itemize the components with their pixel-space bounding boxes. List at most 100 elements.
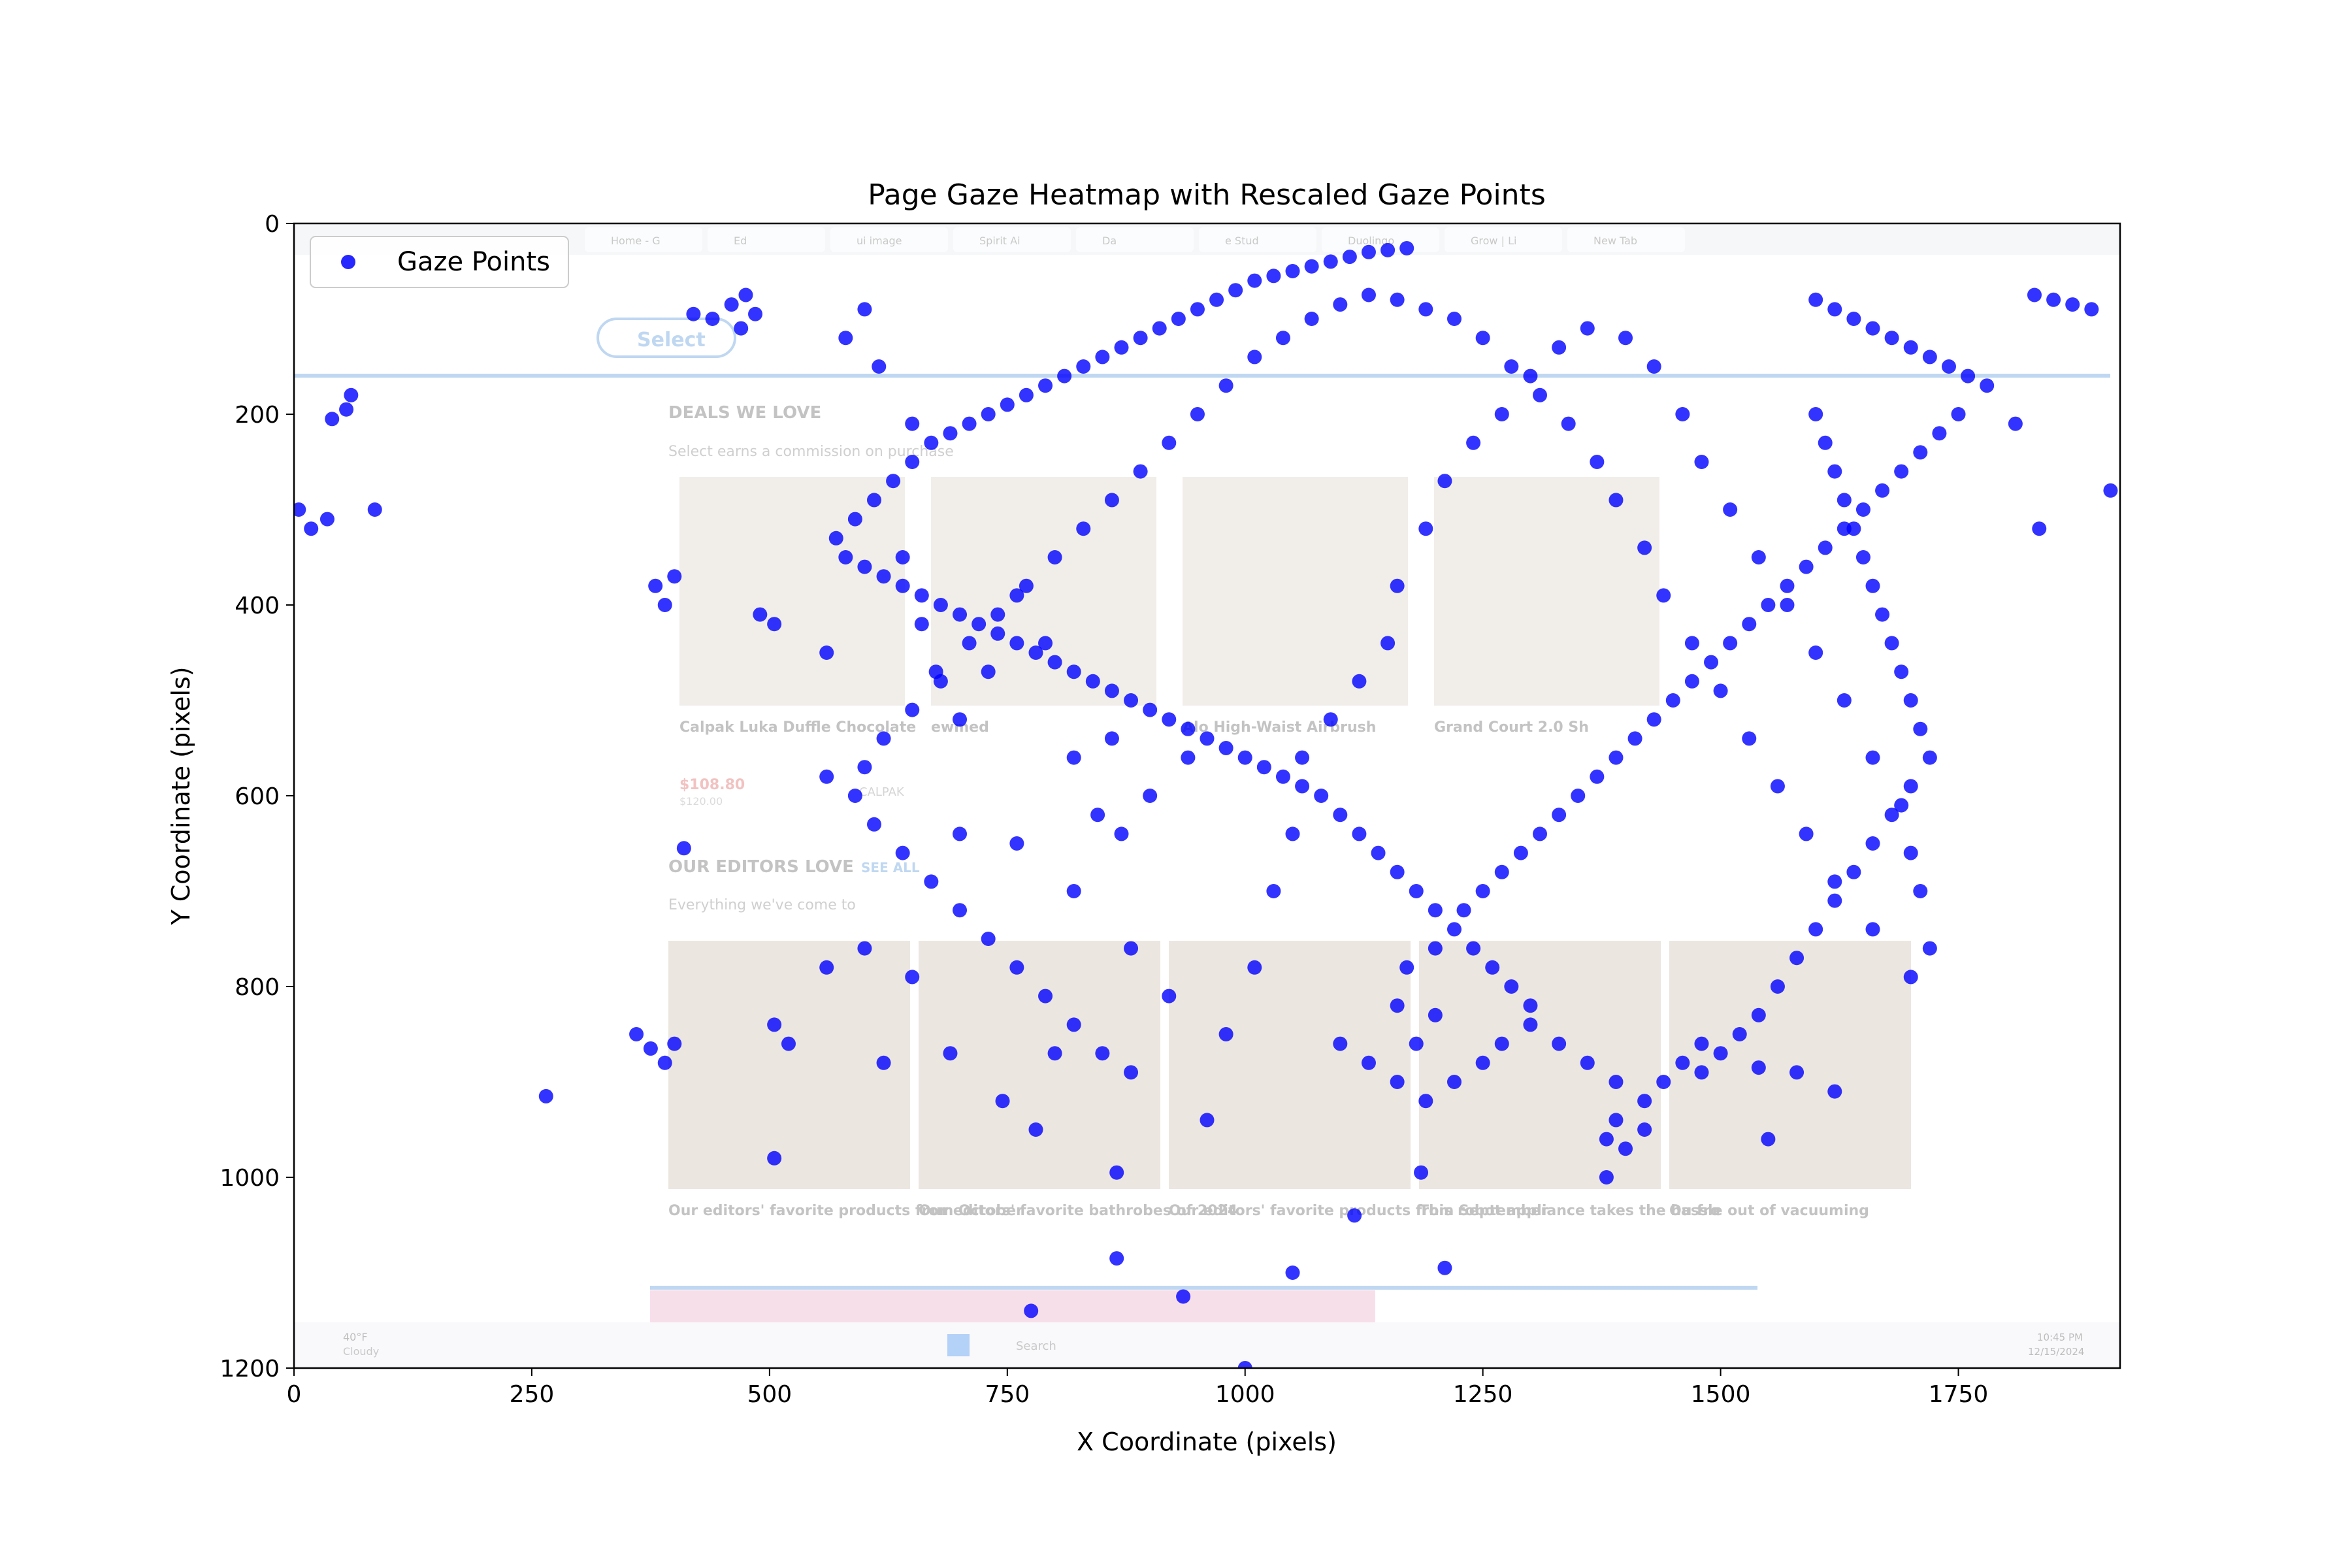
gaze-point	[1884, 331, 1899, 346]
gaze-point	[1314, 789, 1329, 803]
gaze-point	[1808, 292, 1823, 307]
gaze-point	[819, 769, 834, 784]
product-name: Alo High-Waist Airbrush	[1183, 719, 1376, 736]
gaze-point	[1894, 798, 1909, 813]
gaze-point	[1361, 1055, 1376, 1070]
gaze-point	[1247, 350, 1262, 365]
taskbar-windows-icon[interactable]	[947, 1334, 970, 1356]
gaze-point	[1827, 1084, 1842, 1099]
site-logo: Select	[637, 329, 706, 351]
gaze-point	[1266, 884, 1281, 898]
gaze-point	[1371, 845, 1386, 860]
gaze-point	[847, 512, 862, 527]
legend-label: Gaze Points	[397, 247, 550, 277]
gaze-point	[1961, 368, 1976, 384]
gaze-point	[1827, 893, 1842, 908]
editors-see-all[interactable]: SEE ALL	[861, 860, 920, 875]
gaze-point	[686, 306, 701, 321]
gaze-point	[1827, 464, 1842, 479]
gaze-point	[667, 1036, 682, 1051]
gaze-point	[1903, 970, 1918, 985]
gaze-point	[1190, 407, 1205, 421]
gaze-point	[1808, 645, 1823, 660]
x-tick-label: 1250	[1453, 1381, 1513, 1408]
gaze-point	[953, 712, 968, 727]
gaze-point	[1409, 1036, 1424, 1051]
gaze-point	[1066, 750, 1081, 765]
gaze-point	[1418, 302, 1433, 317]
gaze-point	[767, 617, 782, 632]
deals-subtitle: Select earns a commission on purchase	[668, 444, 954, 460]
gaze-point	[1000, 397, 1015, 412]
browser-tab-label: Duolingo	[1348, 235, 1394, 247]
gaze-point	[657, 598, 672, 612]
gaze-point	[1304, 312, 1319, 326]
gaze-point	[876, 731, 891, 746]
gaze-point	[1494, 864, 1509, 879]
lower-divider	[650, 1286, 1757, 1290]
gaze-point	[1865, 321, 1880, 336]
gaze-point	[1304, 259, 1319, 274]
gaze-point	[1114, 340, 1129, 355]
gaze-point	[1181, 721, 1196, 736]
gaze-point	[1846, 312, 1861, 326]
gaze-point	[1428, 903, 1443, 918]
gaze-point	[1770, 779, 1785, 794]
gaze-point	[1580, 1055, 1595, 1070]
gaze-point	[344, 387, 359, 402]
gaze-point	[304, 521, 319, 536]
gaze-point	[838, 550, 853, 564]
gaze-point	[1342, 250, 1357, 265]
gaze-point	[767, 1151, 782, 1166]
gaze-point	[1694, 1036, 1709, 1051]
gaze-point	[1428, 1007, 1443, 1022]
gaze-point	[1875, 483, 1890, 498]
y-axis-ticks: 0 200 400 600 800 1000 1200	[220, 211, 294, 1382]
gaze-point	[629, 1027, 644, 1041]
y-tick-label: 400	[235, 593, 280, 619]
gaze-point	[1865, 750, 1880, 765]
x-tick-label: 250	[510, 1381, 555, 1408]
gaze-point	[2008, 416, 2023, 431]
product-image	[679, 477, 905, 706]
gaze-point	[2027, 287, 2042, 302]
gaze-point	[943, 1046, 958, 1061]
gaze-point	[1409, 884, 1424, 898]
gaze-point	[1047, 550, 1062, 564]
gaze-point	[1009, 588, 1024, 603]
gaze-point	[847, 789, 862, 803]
gaze-point	[886, 474, 901, 489]
gaze-point	[1390, 864, 1405, 879]
gaze-point	[1552, 1036, 1567, 1051]
gaze-point	[1656, 1075, 1671, 1089]
gaze-point	[1104, 683, 1119, 698]
gaze-point	[1152, 321, 1167, 336]
gaze-point	[643, 1041, 658, 1056]
gaze-point	[895, 550, 910, 564]
gaze-point	[1684, 674, 1699, 689]
gaze-point	[1913, 884, 1928, 898]
gaze-point	[325, 412, 340, 427]
gaze-point	[1295, 750, 1310, 765]
gaze-point	[1414, 1165, 1429, 1180]
gaze-point	[1347, 1208, 1362, 1223]
gaze-point	[676, 841, 691, 856]
gaze-point	[1285, 1266, 1300, 1280]
gaze-point	[876, 1055, 891, 1070]
gaze-point	[1333, 1036, 1348, 1051]
gaze-point	[857, 302, 872, 317]
taskbar-date: 12/15/2024	[2028, 1346, 2084, 1358]
gaze-point	[838, 331, 853, 346]
gaze-point	[339, 402, 354, 417]
gaze-point	[1209, 292, 1224, 307]
gaze-point	[1618, 1141, 1633, 1156]
gaze-point	[933, 598, 948, 612]
taskbar-search[interactable]: Search	[1016, 1339, 1056, 1353]
gaze-point	[1837, 493, 1852, 508]
y-tick-label: 800	[235, 974, 280, 1001]
gaze-point	[1656, 588, 1671, 603]
gaze-point	[1133, 331, 1148, 346]
gaze-point	[1980, 378, 1995, 393]
gaze-point	[943, 426, 958, 441]
